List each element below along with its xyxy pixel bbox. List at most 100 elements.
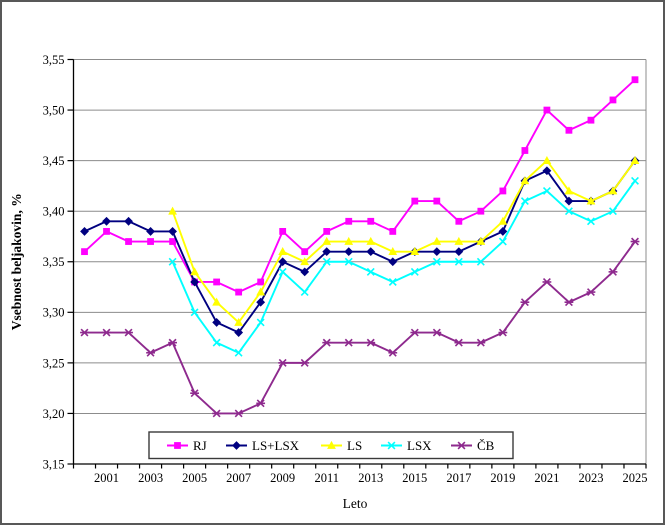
data-point-marker — [323, 228, 331, 235]
data-point-marker — [631, 76, 639, 84]
data-point-marker — [232, 441, 241, 450]
data-point-marker — [366, 236, 376, 245]
x-tick-label: 2019 — [490, 471, 515, 485]
data-point-marker — [344, 247, 354, 257]
data-point-marker — [367, 217, 375, 225]
y-tick-label: 3,40 — [43, 205, 65, 219]
data-point-marker — [213, 278, 221, 286]
data-point-marker — [498, 227, 508, 236]
data-point-marker — [565, 126, 573, 134]
data-point-marker — [389, 228, 397, 235]
data-point-marker — [587, 116, 595, 124]
x-axis-title: Leto — [343, 496, 368, 511]
data-point-marker — [609, 207, 617, 216]
series-LS — [168, 156, 640, 326]
data-point-marker — [256, 297, 266, 307]
data-point-marker — [410, 247, 420, 256]
x-tick-label: 2021 — [534, 471, 559, 485]
data-point-marker — [327, 440, 336, 449]
x-tick-label: 2009 — [270, 471, 295, 485]
data-point-marker — [520, 197, 529, 206]
series-RJ-line — [83, 79, 636, 294]
data-point-marker — [300, 288, 309, 297]
legend-label: LS+LSX — [252, 438, 300, 453]
x-tick-label: 2023 — [578, 471, 603, 485]
data-point-marker — [147, 238, 154, 245]
series-ČB — [80, 237, 640, 418]
x-tick-label: 2003 — [138, 471, 163, 485]
series-LS+LSX-line — [84, 160, 636, 334]
data-point-marker — [388, 257, 398, 267]
x-tick-label: 2025 — [622, 471, 647, 485]
data-point-marker — [366, 247, 376, 257]
y-tick-label: 3,25 — [43, 356, 65, 370]
data-point-marker — [212, 338, 221, 347]
data-point-marker — [388, 278, 397, 286]
y-tick-label: 3,55 — [43, 53, 65, 67]
x-tick-label: 2001 — [94, 471, 119, 485]
legend-entry-LS+LSX — [226, 441, 247, 450]
data-point-marker — [234, 317, 244, 326]
series-LS+LSX — [80, 156, 640, 337]
x-tick-label: 2015 — [402, 471, 427, 485]
data-point-marker — [256, 318, 265, 327]
x-tick-label: 2005 — [182, 471, 207, 485]
data-point-marker — [432, 236, 442, 245]
data-point-marker — [81, 248, 88, 256]
data-point-marker — [168, 257, 177, 266]
data-point-marker — [190, 308, 199, 317]
data-point-marker — [542, 186, 551, 195]
x-tick-label: 2011 — [314, 471, 339, 485]
data-point-marker — [564, 196, 574, 206]
data-point-marker — [256, 287, 266, 296]
legend-label: ČB — [477, 438, 495, 453]
data-point-marker — [301, 248, 309, 256]
data-point-marker — [564, 186, 574, 195]
series-LS-line — [171, 159, 636, 324]
data-point-marker — [190, 267, 200, 276]
data-point-marker — [476, 236, 486, 245]
data-point-marker — [234, 328, 244, 337]
data-point-marker — [212, 318, 222, 327]
series-RJ — [81, 76, 639, 296]
legend-label: LS — [347, 438, 362, 453]
x-tick-label: 2013 — [358, 471, 383, 485]
data-point-marker — [630, 156, 640, 165]
data-point-marker — [168, 206, 177, 215]
data-point-marker — [322, 236, 332, 245]
data-point-marker — [498, 216, 508, 225]
data-point-marker — [631, 176, 639, 185]
data-point-marker — [344, 236, 354, 245]
data-point-marker — [454, 236, 464, 245]
data-point-marker — [411, 197, 419, 205]
legend-label: RJ — [193, 438, 207, 453]
data-point-marker — [345, 217, 353, 225]
data-point-marker — [279, 228, 287, 235]
data-point-marker — [190, 277, 200, 287]
data-point-marker — [432, 247, 442, 257]
y-tick-label: 3,35 — [43, 255, 65, 269]
data-point-marker — [169, 238, 176, 245]
data-point-marker — [609, 96, 617, 104]
data-point-marker — [455, 217, 463, 225]
legend: RJ LS+LSX LS LSX ČB — [148, 431, 514, 460]
data-point-marker — [300, 257, 310, 266]
x-tick-label: 2007 — [226, 471, 251, 485]
data-point-marker — [235, 288, 243, 296]
y-tick-label: 3,30 — [43, 306, 65, 320]
series-LSX — [168, 176, 639, 357]
data-point-marker — [542, 166, 552, 176]
data-point-marker — [543, 106, 551, 114]
y-axis-title: Vsebnost beljakovin, % — [9, 193, 24, 330]
legend-label: LSX — [407, 438, 432, 453]
data-point-marker — [388, 247, 398, 256]
data-point-marker — [300, 267, 310, 277]
y-tick-label: 3,15 — [43, 457, 65, 471]
data-point-marker — [432, 257, 441, 266]
data-point-marker — [344, 257, 353, 266]
data-point-marker — [521, 147, 529, 154]
y-tick-label: 3,20 — [43, 407, 65, 421]
data-point-marker — [586, 217, 595, 226]
